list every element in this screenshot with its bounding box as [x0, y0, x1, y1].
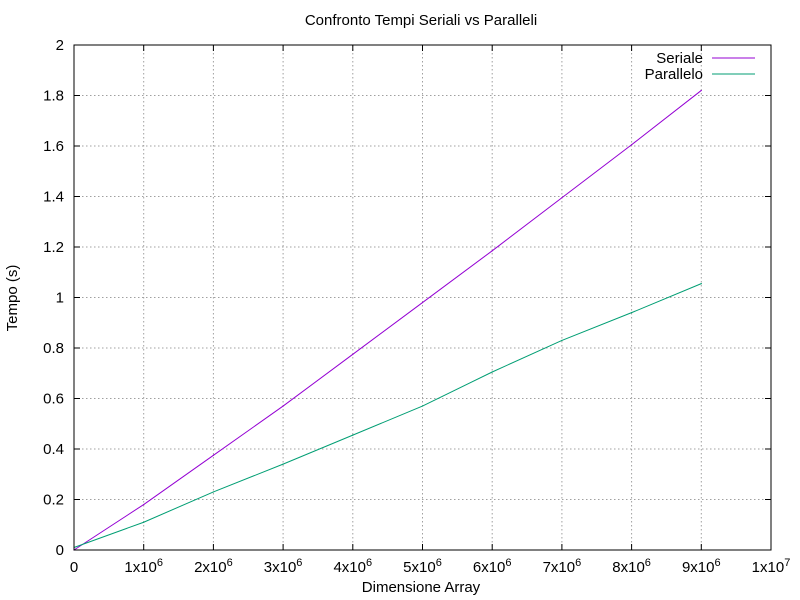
- x-tick-label: 7x106: [543, 557, 582, 576]
- x-tick-label-exponent: 6: [157, 557, 163, 569]
- axis-ticks: 0 1x106 2x106 3x106 4x106 5x106 6x106 7x106 8x10…: [43, 37, 790, 576]
- data-point-seriale: [631, 144, 633, 146]
- y-tick-label: 0.8: [43, 340, 64, 357]
- data-point-seriale: [700, 89, 702, 92]
- x-tick-label-exponent: 6: [366, 557, 372, 569]
- x-tick-label-base: 4x10: [333, 559, 366, 576]
- data-point-parallelo: [631, 312, 633, 314]
- x-tick-label: 3x106: [264, 557, 303, 576]
- x-tick-label-exponent: 6: [575, 557, 581, 569]
- x-tick-label-base: 2x10: [194, 559, 227, 576]
- x-tick-label: 4x106: [333, 557, 372, 576]
- x-tick-label-base: 1x10: [752, 559, 785, 576]
- chart-title: Confronto Tempi Seriali vs Paralleli: [305, 12, 537, 29]
- x-tick-label-base: 7x10: [543, 559, 576, 576]
- y-tick-label: 1.2: [43, 239, 64, 256]
- x-tick-label-base: 8x10: [612, 559, 645, 576]
- data-point-parallelo: [700, 283, 702, 285]
- x-tick-label-exponent: 6: [296, 557, 302, 569]
- x-tick-label: 8x106: [612, 557, 651, 576]
- x-tick-label: 9x106: [682, 557, 721, 576]
- y-tick-label: 0.4: [43, 441, 64, 458]
- x-tick-label-base: 6x10: [473, 559, 506, 576]
- x-tick-label: 1x107: [752, 557, 791, 576]
- x-tick-label: 1x106: [124, 557, 163, 576]
- x-tick-label-exponent: 6: [645, 557, 651, 569]
- y-tick-label: 0.2: [43, 492, 64, 509]
- x-tick-label-base: 5x10: [403, 559, 436, 576]
- x-axis-label: Dimensione Array: [362, 579, 481, 596]
- data-point-seriale: [561, 197, 563, 199]
- data-point-parallelo: [421, 405, 424, 407]
- data-point-parallelo: [352, 434, 354, 436]
- legend-label-parallelo: Parallelo: [645, 66, 703, 83]
- x-tick-label: 6x106: [473, 557, 512, 576]
- x-tick-label: 0: [70, 559, 78, 576]
- y-tick-label: 0: [56, 542, 64, 559]
- x-tick-label-base: 0: [70, 559, 78, 576]
- y-tick-label: 0.6: [43, 391, 64, 408]
- data-point-seriale: [282, 405, 284, 407]
- x-tick-label-exponent: 6: [505, 557, 511, 569]
- x-tick-label: 5x106: [403, 557, 442, 576]
- y-tick-label: 1.4: [43, 189, 64, 206]
- data-point-seriale: [143, 503, 145, 506]
- x-tick-label-base: 9x10: [682, 559, 715, 576]
- data-point-parallelo: [143, 521, 145, 523]
- data-point-seriale: [352, 353, 354, 355]
- x-tick-label-base: 3x10: [264, 559, 297, 576]
- series-line-parallelo: [73, 283, 702, 548]
- data-point-parallelo: [491, 371, 493, 373]
- data-point-parallelo: [282, 463, 284, 465]
- data-point-seriale: [212, 454, 214, 456]
- x-tick-label-exponent: 6: [436, 557, 442, 569]
- y-axis-label: Tempo (s): [4, 265, 21, 332]
- x-tick-label: 2x106: [194, 557, 233, 576]
- legend-label-seriale: Seriale: [656, 50, 703, 67]
- data-point-seriale: [421, 301, 424, 304]
- x-tick-label-base: 1x10: [124, 559, 157, 576]
- data-point-parallelo: [212, 491, 214, 493]
- series-lines: [73, 89, 702, 551]
- x-tick-label-exponent: 7: [784, 557, 790, 569]
- data-point-seriale: [491, 250, 493, 252]
- grid-lines: [74, 45, 771, 550]
- data-point-parallelo: [561, 339, 563, 342]
- y-tick-label: 2: [56, 37, 64, 54]
- series-line-seriale: [73, 90, 702, 551]
- y-tick-label: 1: [56, 290, 64, 307]
- y-tick-label: 1.6: [43, 138, 64, 155]
- x-tick-label-exponent: 6: [227, 557, 233, 569]
- x-tick-label-exponent: 6: [715, 557, 721, 569]
- y-tick-label: 1.8: [43, 88, 64, 105]
